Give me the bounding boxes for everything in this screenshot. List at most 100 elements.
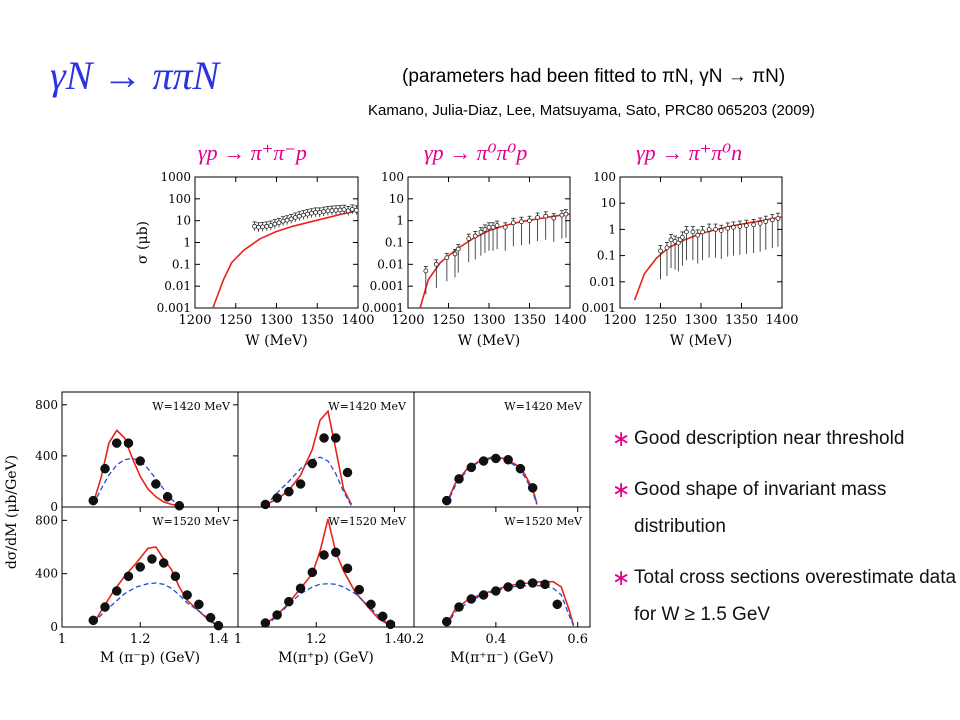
panel-label: W=1520 MeV	[504, 515, 583, 528]
x-tick-label: 1250	[219, 313, 252, 328]
y-tick-label: 0.1	[385, 236, 404, 250]
y-tick-label: 1	[396, 214, 404, 228]
y-tick-label: 1	[608, 222, 616, 236]
x-tick-label: 1350	[301, 313, 334, 328]
data-point	[353, 207, 359, 213]
data-point	[535, 215, 540, 220]
panel-label: W=1520 MeV	[152, 515, 231, 528]
data-point	[444, 255, 450, 261]
x-axis-label: W (MeV)	[245, 333, 308, 349]
total-cross-section-charts: 0.001 0.01 0.1 1 10 100 1000 1200 1250 1300 1350 14…	[135, 170, 799, 349]
chart-panel-9: 0.2 0.4 0.6 M(π⁺π⁻) (GeV) W=1520 MeV	[404, 506, 591, 666]
x-axis-label: W (MeV)	[458, 333, 521, 349]
data-point	[295, 583, 306, 594]
y-tick-label: 400	[35, 567, 58, 581]
x-tick-label: 1400	[553, 313, 586, 328]
data-point	[494, 223, 500, 228]
x-tick-label: 1300	[260, 313, 293, 328]
data-point	[284, 217, 290, 223]
y-axis-label: σ (μb)	[135, 221, 151, 264]
data-point	[100, 602, 110, 612]
alt-model-curve	[92, 582, 219, 627]
x-tick-label: 1.4	[208, 632, 229, 647]
data-point	[769, 217, 775, 223]
bullet-text: Good description near threshold	[634, 428, 905, 449]
reaction-label-2: γp → π⁰π⁰p	[424, 140, 528, 165]
data-point	[510, 220, 516, 226]
x-tick-label: 1	[58, 632, 66, 647]
data-point	[441, 616, 452, 627]
data-point	[684, 229, 689, 235]
data-point	[706, 226, 712, 232]
data-point	[284, 486, 294, 497]
chart-panel-3: 0.001 0.01 0.1 1 10 100 1200 1250 1300 1350 1400 W …	[582, 170, 799, 349]
chart-panel-6: W=1420 MeV	[413, 391, 591, 508]
y-tick-label: 100	[168, 192, 191, 206]
data-point	[713, 226, 718, 232]
data-point	[170, 571, 181, 582]
x-axis-label: M(π⁺π⁻) (GeV)	[450, 650, 553, 666]
y-tick-label: 10	[176, 214, 191, 228]
alt-model-curve	[264, 456, 352, 507]
bullet-list: ∗ Good description near threshold ∗ Good…	[612, 420, 957, 633]
data-point	[503, 582, 513, 592]
x-tick-label: 1.2	[130, 632, 151, 647]
y-tick-label: 0.001	[370, 279, 404, 293]
data-point	[307, 567, 318, 578]
data-point	[478, 456, 489, 466]
y-tick-label: 800	[35, 398, 58, 412]
panel-label: W=1520 MeV	[328, 515, 407, 528]
data-point	[551, 215, 557, 221]
data-point	[515, 579, 526, 590]
data-point	[700, 229, 706, 235]
y-tick-label: 0.0001	[362, 301, 404, 315]
x-tick-label: 1200	[391, 313, 424, 328]
data-point	[757, 220, 763, 226]
data-point	[491, 586, 501, 596]
data-point	[675, 240, 681, 246]
data-point	[658, 248, 663, 254]
data-point	[452, 251, 458, 257]
data-point	[158, 558, 169, 568]
chart-panel-2: 0.0001 0.001 0.01 0.1 1 10 100 1200 1250 1300 1350…	[362, 170, 587, 349]
model-curve	[212, 210, 355, 309]
data-point	[135, 562, 145, 572]
data-point	[540, 579, 550, 590]
data-point	[731, 224, 736, 230]
data-point	[123, 571, 134, 582]
y-tick-label: 0.01	[589, 275, 616, 289]
data-point	[737, 224, 743, 229]
data-point	[433, 261, 439, 267]
data-point	[482, 226, 488, 232]
data-point	[88, 615, 99, 626]
y-tick-label: 100	[593, 170, 616, 184]
x-tick-label: 1	[234, 632, 242, 647]
data-point	[292, 215, 298, 220]
reaction-label-1: γp → π⁺π⁻p	[198, 140, 307, 165]
bullet-text: Total cross sections overestimate data f…	[634, 567, 957, 625]
y-tick-label: 0	[50, 620, 58, 634]
y-tick-label: 0.1	[597, 249, 616, 263]
bullet-item: ∗ Good description near threshold	[612, 420, 957, 457]
data-point	[260, 618, 271, 628]
x-tick-label: 1350	[725, 313, 758, 328]
data-point	[272, 221, 278, 227]
x-tick-label: 0.6	[567, 632, 588, 647]
data-point	[377, 611, 388, 622]
bullet-item: ∗ Total cross sections overestimate data…	[612, 559, 957, 633]
data-point	[527, 483, 538, 493]
x-tick-label: 1300	[684, 313, 717, 328]
data-point	[695, 232, 701, 238]
data-point	[491, 453, 501, 464]
data-point	[466, 594, 477, 604]
data-point	[319, 550, 329, 560]
x-tick-label: 1300	[472, 313, 505, 328]
data-point	[319, 433, 329, 443]
data-point	[331, 547, 341, 558]
data-point	[341, 207, 347, 213]
data-point	[490, 224, 496, 230]
data-point	[385, 619, 396, 630]
data-point	[775, 216, 781, 221]
y-tick-label: 0	[50, 500, 58, 514]
